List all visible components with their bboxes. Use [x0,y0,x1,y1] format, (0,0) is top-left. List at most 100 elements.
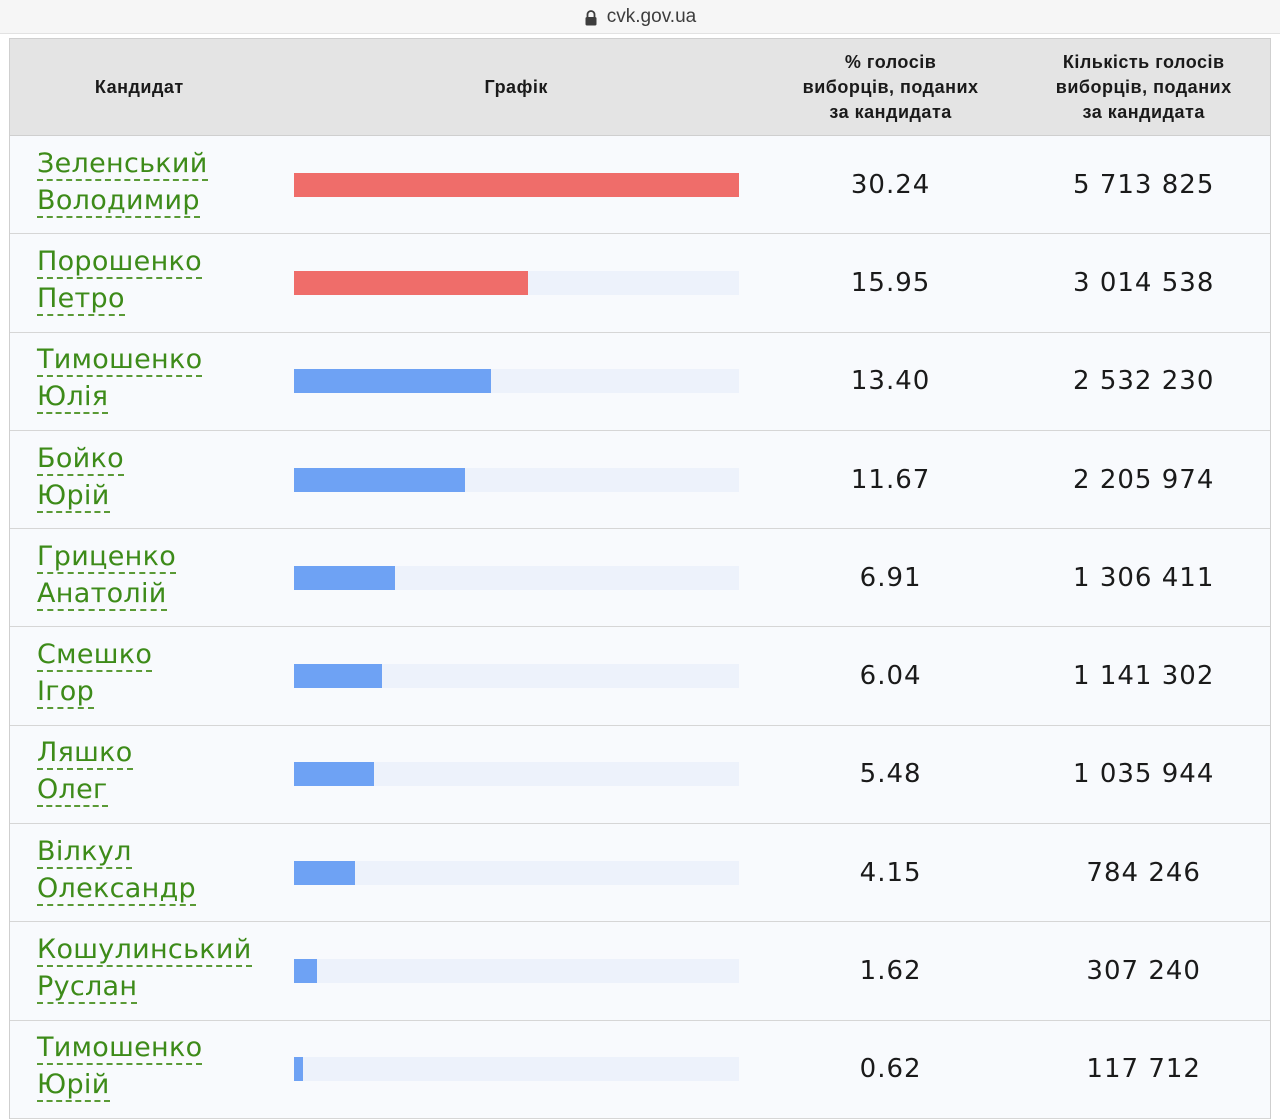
graph-cell [269,234,764,331]
percent-value: 5.48 [859,759,922,790]
candidate-surname-link[interactable]: Тимошенко [37,1032,203,1066]
candidate-surname-link[interactable]: Смешко [37,639,153,673]
candidate-surname-link[interactable]: Зеленський [37,147,208,181]
graph-cell [269,1021,764,1118]
bar-track [293,1057,739,1082]
table-header: Кандидат Графік % голосів виборців, пода… [10,39,1270,136]
candidate-name-link[interactable]: Юрій [37,1069,110,1103]
candidate-surname-link[interactable]: Тимошенко [37,344,203,378]
candidate-name-link[interactable]: Володимир [37,184,200,218]
header-votes-line: Кількість голосів [1062,51,1225,72]
bar-fill [293,860,355,885]
candidate-surname-link[interactable]: Вілкул [37,835,132,869]
candidate-cell: Тимошенко Юлія [10,333,269,430]
candidate-cell: Ляшко Олег [10,726,269,823]
bar-fill [293,369,491,394]
candidate-name-link[interactable]: Ігор [37,676,95,710]
percent-value: 0.62 [859,1054,922,1085]
header-candidate: Кандидат [94,76,184,97]
bar-fill [293,565,396,590]
percent-value: 6.91 [859,562,922,593]
header-percent-line: за кандидата [829,101,952,122]
graph-cell [269,333,764,430]
candidate-surname-link[interactable]: Порошенко [37,245,202,279]
table-row: Бойко Юрій 11.67 2 205 974 [10,430,1270,530]
percent-value: 15.95 [850,267,931,298]
candidate-cell: Тимошенко Юрій [10,1021,269,1118]
graph-cell [269,136,764,233]
percent-value: 11.67 [850,464,931,495]
table-body: Зеленський Володимир 30.24 5 713 825 Порошен… [10,136,1270,1119]
candidate-cell: Смешко Ігор [10,627,269,724]
table-row: Смешко Ігор 6.04 1 141 302 [10,627,1270,726]
bar-fill [293,664,383,689]
bar-track [293,270,739,295]
candidate-cell: Зеленський Володимир [10,136,269,233]
graph-cell [269,922,764,1019]
candidate-name-link[interactable]: Анатолій [37,577,167,611]
table-row: Вілкул Олександр 4.15 784 246 [10,824,1270,923]
candidate-name-link[interactable]: Олександр [37,872,196,906]
bar-track [293,959,739,984]
candidate-surname-link[interactable]: Бойко [37,442,124,476]
graph-cell [269,824,764,921]
bar-track [293,369,739,394]
votes-value: 784 246 [1086,857,1201,888]
candidate-cell: Вілкул Олександр [10,824,269,921]
bar-track [293,860,739,885]
candidate-surname-link[interactable]: Кошулинський [37,934,252,968]
header-votes-line: виборців, поданих [1055,76,1232,97]
bar-track [293,565,739,590]
votes-value: 1 035 944 [1073,759,1215,790]
candidate-surname-link[interactable]: Гриценко [37,540,177,574]
votes-value: 117 712 [1086,1054,1201,1085]
header-percent-line: % голосів [844,51,937,72]
table-row: Тимошенко Юлія 13.40 2 532 230 [10,332,1270,431]
votes-value: 1 141 302 [1073,661,1215,692]
table-row: Ляшко Олег 5.48 1 035 944 [10,725,1270,825]
graph-cell [269,529,764,626]
candidate-name-link[interactable]: Олег [37,774,108,808]
bar-fill [293,172,739,197]
table-row: Кошулинський Руслан 1.62 307 240 [10,922,1270,1021]
percent-value: 1.62 [859,956,922,987]
graph-cell [269,726,764,823]
percent-value: 4.15 [859,857,922,888]
candidate-name-link[interactable]: Петро [37,282,125,316]
bar-fill [293,467,466,492]
votes-value: 5 713 825 [1073,169,1215,200]
table-row: Тимошенко Юрій 0.62 117 712 [10,1020,1270,1119]
votes-value: 307 240 [1086,956,1201,987]
header-graph: Графік [484,76,548,97]
url-text: cvk.gov.ua [606,5,697,27]
votes-value: 2 205 974 [1073,464,1215,495]
bar-track [293,762,739,787]
percent-value: 30.24 [850,169,931,200]
candidate-cell: Порошенко Петро [10,234,269,331]
candidate-surname-link[interactable]: Ляшко [37,737,133,771]
candidate-cell: Гриценко Анатолій [10,529,269,626]
results-table: Кандидат Графік % голосів виборців, пода… [9,38,1271,1119]
graph-cell [269,627,764,724]
percent-value: 13.40 [850,366,931,397]
candidate-name-link[interactable]: Юлія [37,381,109,415]
bar-track [293,467,739,492]
candidate-cell: Бойко Юрій [10,431,269,528]
header-percent-line: виборців, поданих [802,76,979,97]
header-votes: Кількість голосів виборців, поданих за к… [1017,39,1270,135]
header-votes-line: за кандидата [1082,101,1205,122]
bar-track [293,664,739,689]
graph-cell [269,431,764,528]
candidate-name-link[interactable]: Юрій [37,479,110,513]
address-bar[interactable]: cvk.gov.ua [0,0,1280,34]
percent-value: 6.04 [859,661,922,692]
candidate-name-link[interactable]: Руслан [37,971,138,1005]
header-percent: % голосів виборців, поданих за кандидата [764,39,1018,135]
bar-fill [293,270,529,295]
table-row: Зеленський Володимир 30.24 5 713 825 [10,136,1270,235]
table-row: Гриценко Анатолій 6.91 1 306 411 [10,529,1270,628]
candidate-cell: Кошулинський Руслан [10,922,269,1019]
bar-fill [293,762,375,787]
bar-track [293,172,739,197]
bar-fill [293,959,318,984]
